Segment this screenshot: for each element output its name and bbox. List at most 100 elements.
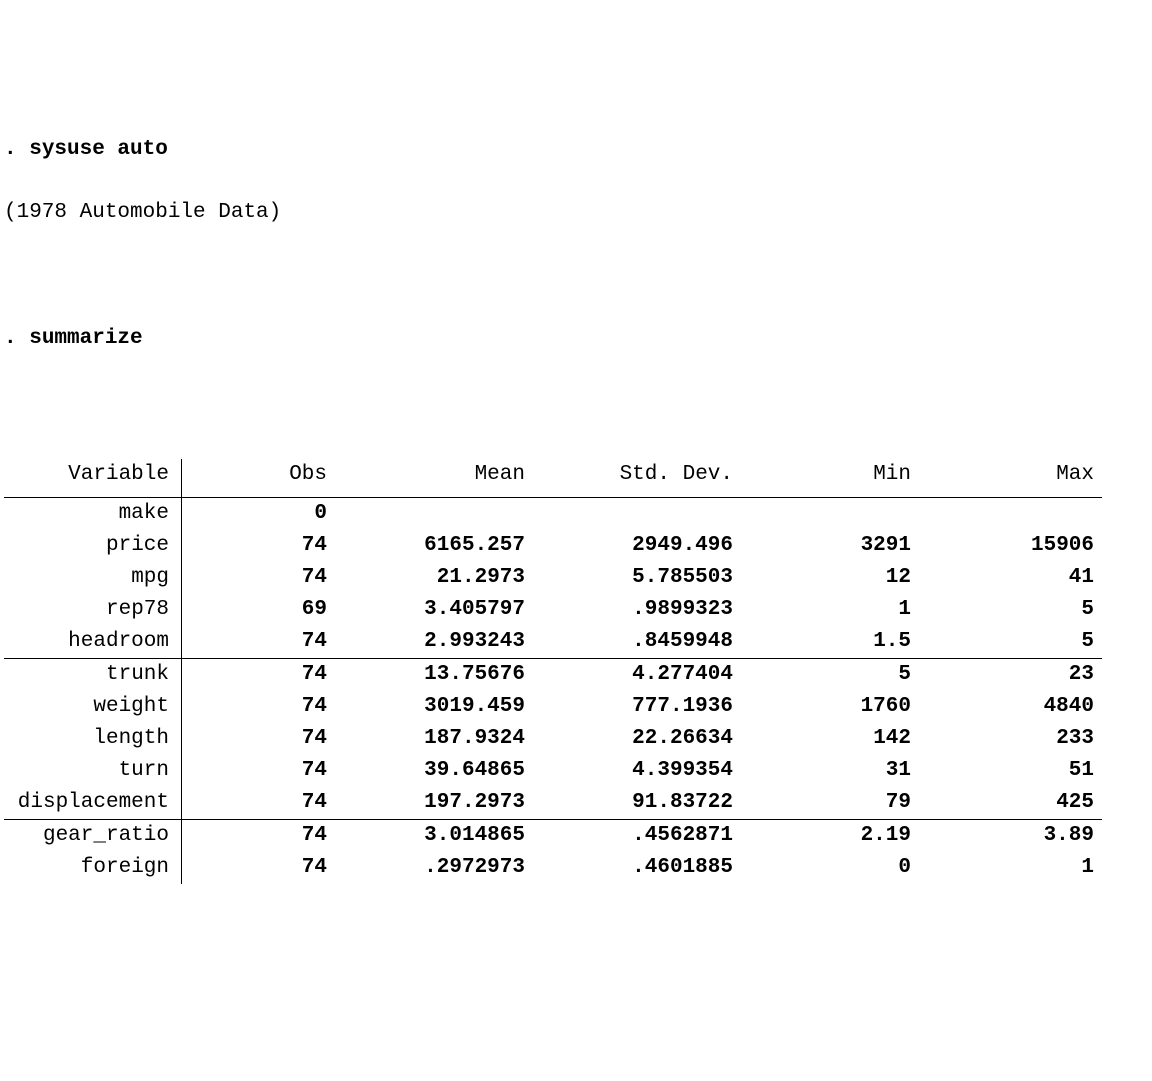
cell: displacement: [4, 787, 182, 820]
cell: 6165.257: [335, 530, 533, 562]
cell: 41: [919, 562, 1102, 594]
command-sysuse: . sysuse auto: [4, 134, 1148, 166]
cell: 79: [741, 787, 919, 820]
cell: 197.2973: [335, 787, 533, 820]
table-row: weight743019.459777.193617604840: [4, 691, 1102, 723]
cell: 1760: [741, 691, 919, 723]
table-row: gear_ratio743.014865.45628712.193.89: [4, 820, 1102, 853]
cell: .9899323: [533, 594, 741, 626]
table-row: headroom742.993243.84599481.55: [4, 626, 1102, 659]
cell: 74: [182, 626, 336, 659]
table-row: foreign74.2972973.460188501: [4, 852, 1102, 884]
hdr-max: Max: [919, 459, 1102, 498]
table-row: make0: [4, 498, 1102, 531]
hdr-variable: Variable: [4, 459, 182, 498]
cell: 39.64865: [335, 755, 533, 787]
table-row: mpg7421.29735.7855031241: [4, 562, 1102, 594]
cell: 4.277404: [533, 659, 741, 692]
cell: gear_ratio: [4, 820, 182, 853]
cell: turn: [4, 755, 182, 787]
summary-table: Variable Obs Mean Std. Dev. Min Max make…: [4, 459, 1102, 884]
prompt: .: [4, 138, 29, 161]
cell: 3019.459: [335, 691, 533, 723]
cell: 21.2973: [335, 562, 533, 594]
cell: 233: [919, 723, 1102, 755]
table-body: make0price746165.2572949.496329115906mpg…: [4, 498, 1102, 885]
sysuse-result: (1978 Automobile Data): [4, 197, 1148, 229]
cell: 74: [182, 723, 336, 755]
cell: 69: [182, 594, 336, 626]
table-row: trunk7413.756764.277404523: [4, 659, 1102, 692]
cell: 74: [182, 691, 336, 723]
cell: 5: [919, 626, 1102, 659]
cell: 12: [741, 562, 919, 594]
cell: [919, 498, 1102, 531]
cell: weight: [4, 691, 182, 723]
table-row: turn7439.648654.3993543151: [4, 755, 1102, 787]
hdr-sd: Std. Dev.: [533, 459, 741, 498]
cell: 2.993243: [335, 626, 533, 659]
cell: 4.399354: [533, 755, 741, 787]
cell: 1: [919, 852, 1102, 884]
cell: 187.9324: [335, 723, 533, 755]
cell: make: [4, 498, 182, 531]
cell: [533, 498, 741, 531]
cell: 5: [919, 594, 1102, 626]
cell: 5: [741, 659, 919, 692]
cell: 91.83722: [533, 787, 741, 820]
cell: 3.405797: [335, 594, 533, 626]
cell: 13.75676: [335, 659, 533, 692]
hdr-mean: Mean: [335, 459, 533, 498]
cell: 3.89: [919, 820, 1102, 853]
cell: 2949.496: [533, 530, 741, 562]
table-row: length74187.932422.26634142233: [4, 723, 1102, 755]
cell: mpg: [4, 562, 182, 594]
hdr-obs: Obs: [182, 459, 336, 498]
table-row: price746165.2572949.496329115906: [4, 530, 1102, 562]
cell: 0: [741, 852, 919, 884]
table-row: rep78693.405797.989932315: [4, 594, 1102, 626]
cell: 51: [919, 755, 1102, 787]
cell: 1.5: [741, 626, 919, 659]
cell: 4840: [919, 691, 1102, 723]
blank-line: [4, 260, 1148, 292]
cell: 15906: [919, 530, 1102, 562]
cell: [741, 498, 919, 531]
cell: 5.785503: [533, 562, 741, 594]
cell: 2.19: [741, 820, 919, 853]
cell: .2972973: [335, 852, 533, 884]
cell: 31: [741, 755, 919, 787]
cell: foreign: [4, 852, 182, 884]
table-row: displacement74197.297391.8372279425: [4, 787, 1102, 820]
sysuse-cmd: sysuse auto: [29, 138, 168, 161]
cell: headroom: [4, 626, 182, 659]
cell: 74: [182, 820, 336, 853]
cell: 777.1936: [533, 691, 741, 723]
cell: 22.26634: [533, 723, 741, 755]
cell: price: [4, 530, 182, 562]
cell: 425: [919, 787, 1102, 820]
cell: 142: [741, 723, 919, 755]
cell: rep78: [4, 594, 182, 626]
cell: .4601885: [533, 852, 741, 884]
cell: 74: [182, 562, 336, 594]
cell: 74: [182, 787, 336, 820]
cell: 74: [182, 530, 336, 562]
cell: .4562871: [533, 820, 741, 853]
hdr-min: Min: [741, 459, 919, 498]
cell: 1: [741, 594, 919, 626]
summarize-cmd: summarize: [29, 327, 142, 350]
cell: 74: [182, 659, 336, 692]
prompt: .: [4, 327, 29, 350]
summarize-output: Variable Obs Mean Std. Dev. Min Max make…: [4, 428, 1148, 916]
cell: 0: [182, 498, 336, 531]
cell: length: [4, 723, 182, 755]
cell: .8459948: [533, 626, 741, 659]
cell: 23: [919, 659, 1102, 692]
cell: [335, 498, 533, 531]
command-summarize: . summarize: [4, 323, 1148, 355]
cell: 3.014865: [335, 820, 533, 853]
cell: 74: [182, 852, 336, 884]
header-row: Variable Obs Mean Std. Dev. Min Max: [4, 459, 1102, 498]
cell: 3291: [741, 530, 919, 562]
